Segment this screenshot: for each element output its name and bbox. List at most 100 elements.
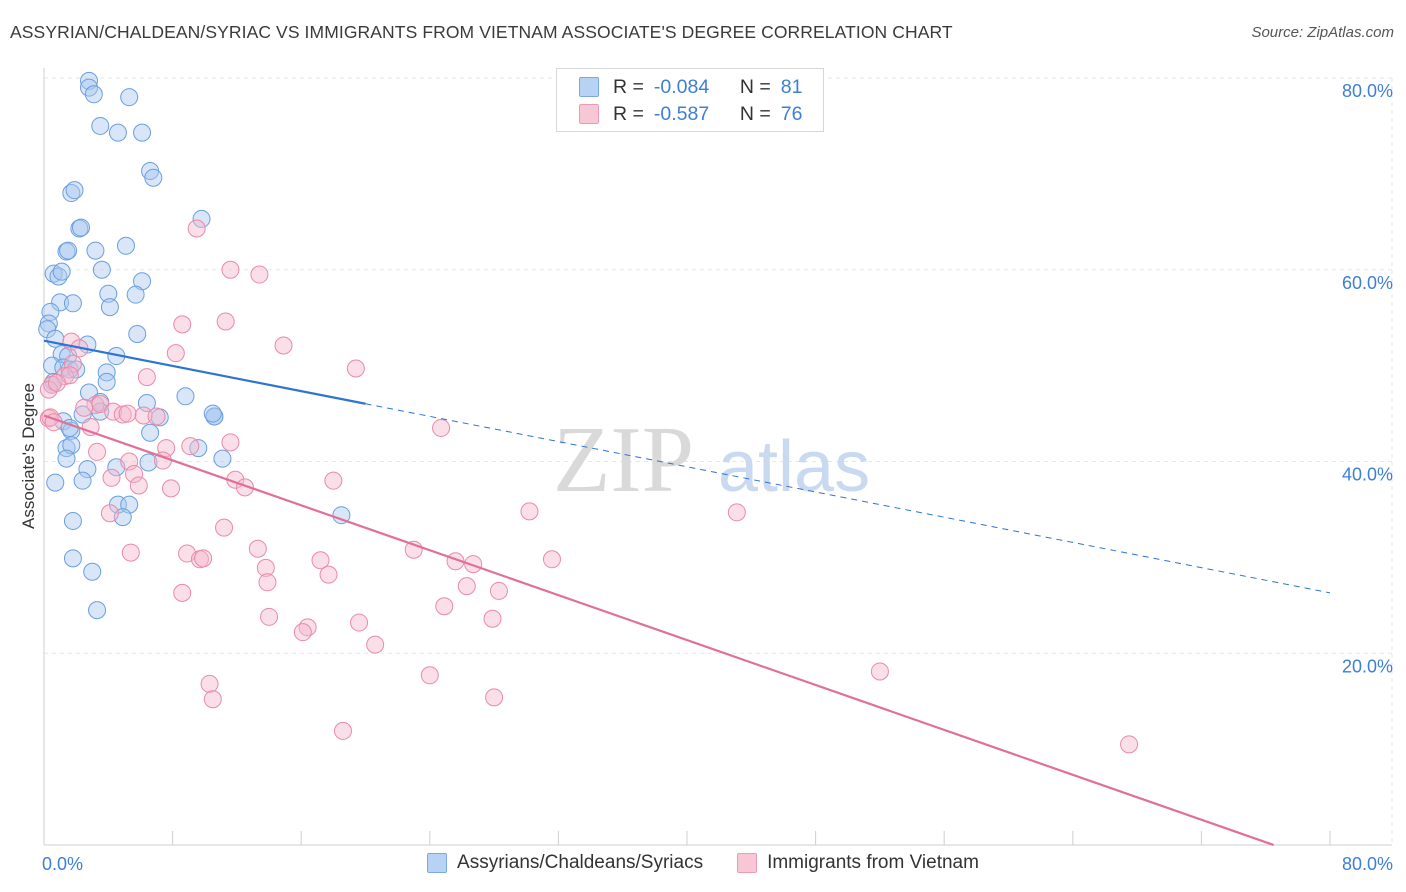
point-vietnam — [147, 407, 166, 426]
point-assyrians — [59, 241, 78, 260]
point-assyrians — [97, 363, 116, 382]
point-assyrians — [91, 116, 110, 135]
point-assyrians — [133, 123, 152, 142]
bottom-legend-assyrians: Assyrians/Chaldeans/Syriacs — [427, 852, 703, 874]
point-assyrians — [52, 262, 71, 281]
watermark-atlas: atlas — [718, 427, 870, 507]
point-vietnam — [293, 623, 312, 642]
regression-line-vietnam — [43, 414, 1275, 847]
point-vietnam — [75, 398, 94, 417]
legend-box: R = -0.084 N = 81 R = -0.587 N = 76 — [556, 68, 824, 132]
legend-n-label: N = — [739, 102, 771, 125]
point-vietnam — [366, 635, 385, 654]
point-assyrians — [78, 460, 97, 479]
point-vietnam — [298, 618, 317, 637]
point-assyrians — [192, 209, 211, 228]
point-assyrians — [80, 71, 99, 90]
point-assyrians — [65, 181, 84, 200]
point-assyrians — [99, 284, 118, 303]
point-assyrians — [62, 436, 81, 455]
y-tick-label: 40.0% — [1342, 465, 1393, 485]
point-vietnam — [333, 721, 352, 740]
y-tick-label: 80.0% — [1342, 81, 1393, 101]
point-vietnam — [520, 502, 539, 521]
point-vietnam — [100, 504, 119, 523]
point-vietnam — [125, 464, 144, 483]
legend-n-label: N = — [739, 75, 771, 98]
bottom-legend-swatch-blue — [427, 853, 448, 873]
x-tick-label-max: 80.0% — [1342, 854, 1393, 874]
axes-layer — [43, 68, 1392, 846]
point-vietnam — [129, 476, 148, 495]
watermark-zip: ZIP — [553, 408, 694, 512]
point-vietnam — [118, 404, 137, 423]
point-vietnam — [435, 597, 454, 616]
point-vietnam — [200, 674, 219, 693]
point-assyrians — [213, 449, 232, 468]
point-vietnam — [420, 666, 439, 685]
legend-row-assyrians: R = -0.084 N = 81 — [579, 75, 802, 99]
point-assyrians — [92, 260, 111, 279]
chart-title: ASSYRIAN/CHALDEAN/SYRIAC VS IMMIGRANTS F… — [10, 22, 953, 42]
legend-r-label: R = — [613, 75, 644, 98]
point-vietnam — [274, 336, 293, 355]
point-assyrians — [139, 453, 158, 472]
bottom-legend-swatch-pink — [737, 853, 758, 873]
point-vietnam — [216, 312, 235, 331]
point-vietnam — [1120, 735, 1139, 754]
point-assyrians — [120, 88, 139, 107]
legend-r-value: -0.084 — [653, 75, 710, 98]
point-vietnam — [324, 471, 343, 490]
point-assyrians — [116, 236, 135, 255]
point-vietnam — [134, 406, 153, 425]
legend-n-value: 76 — [780, 102, 803, 125]
point-vietnam — [181, 437, 200, 456]
point-assyrians — [73, 471, 92, 490]
point-vietnam — [346, 359, 365, 378]
bottom-legend-label: Immigrants from Vietnam — [767, 852, 979, 873]
point-assyrians — [203, 404, 222, 423]
bottom-legend-vietnam: Immigrants from Vietnam — [737, 852, 979, 874]
point-assyrians — [88, 601, 107, 620]
point-vietnam — [457, 577, 476, 596]
legend-swatch-pink — [579, 104, 599, 124]
bottom-legend-label: Assyrians/Chaldeans/Syriacs — [457, 852, 704, 873]
regression-lines — [43, 339, 1331, 847]
point-vietnam — [727, 503, 746, 522]
axis-labels: 20.0% 40.0% 60.0% 80.0% 0.0% 80.0% — [42, 81, 1393, 874]
point-vietnam — [350, 613, 369, 632]
point-assyrians — [63, 294, 82, 313]
point-vietnam — [870, 662, 889, 681]
point-vietnam — [432, 418, 451, 437]
point-vietnam — [256, 558, 275, 577]
point-assyrians — [205, 407, 224, 426]
point-vietnam — [187, 219, 206, 238]
point-assyrians — [128, 324, 147, 343]
point-vietnam — [260, 607, 279, 626]
point-assyrians — [57, 242, 76, 261]
points-layer — [38, 71, 1139, 754]
point-assyrians — [62, 184, 81, 203]
point-vietnam — [483, 609, 502, 628]
regression-line-assyrians — [43, 339, 366, 405]
point-assyrians — [70, 219, 89, 238]
y-tick-label: 60.0% — [1342, 273, 1393, 293]
point-vietnam — [248, 539, 267, 558]
point-assyrians — [141, 423, 160, 442]
regression-line-assyrians-extension — [365, 403, 1331, 594]
point-assyrians — [332, 506, 351, 525]
point-vietnam — [137, 368, 156, 387]
point-vietnam — [258, 573, 277, 592]
point-vietnam — [203, 690, 222, 709]
point-assyrians — [43, 356, 62, 375]
point-vietnam — [319, 565, 338, 584]
legend-row-vietnam: R = -0.587 N = 76 — [579, 102, 802, 126]
point-assyrians — [83, 562, 102, 581]
source-label: Source: ZipAtlas.com — [1251, 24, 1394, 41]
point-assyrians — [46, 473, 65, 492]
point-assyrians — [100, 298, 119, 317]
point-assyrians — [86, 241, 105, 260]
point-assyrians — [144, 168, 163, 187]
point-assyrians — [108, 123, 127, 142]
